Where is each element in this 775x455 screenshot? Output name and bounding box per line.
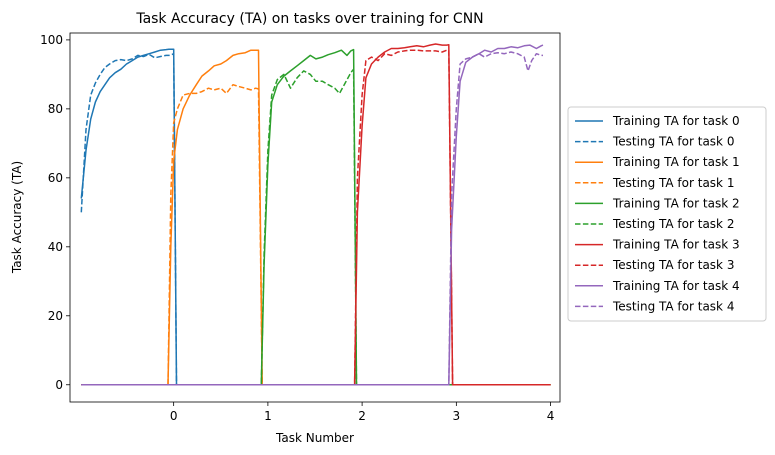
x-axis-label: Task Number xyxy=(275,431,354,445)
series-line-7 xyxy=(81,49,551,386)
legend-label: Testing TA for task 4 xyxy=(612,299,734,313)
y-tick-label: 100 xyxy=(40,33,63,47)
chart-title: Task Accuracy (TA) on tasks over trainin… xyxy=(135,11,483,27)
series-layer xyxy=(80,43,551,386)
x-tick-label: 3 xyxy=(453,409,461,423)
series-line-6 xyxy=(81,43,551,386)
legend: Training TA for task 0 Testing TA for tas… xyxy=(567,106,767,322)
x-tick-label: 2 xyxy=(358,409,366,423)
series-line-0 xyxy=(80,48,551,386)
y-axis: 0 20 40 60 80 100 xyxy=(40,33,70,392)
y-tick-label: 60 xyxy=(48,171,63,185)
y-tick-label: 40 xyxy=(48,240,63,254)
y-axis-label: Task Accuracy (TA) xyxy=(10,161,24,274)
legend-label: Testing TA for task 2 xyxy=(612,217,734,231)
y-tick-label: 0 xyxy=(55,378,63,392)
legend-label: Testing TA for task 1 xyxy=(612,176,734,190)
y-tick-label: 20 xyxy=(48,309,63,323)
series-line-9 xyxy=(81,51,543,386)
legend-label: Training TA for task 3 xyxy=(612,238,740,252)
legend-label: Testing TA for task 3 xyxy=(612,258,734,272)
series-line-1 xyxy=(80,52,551,386)
x-tick-label: 0 xyxy=(170,409,178,423)
legend-label: Training TA for task 1 xyxy=(612,155,740,169)
legend-label: Training TA for task 2 xyxy=(612,196,740,210)
series-line-3 xyxy=(81,83,551,386)
legend-label: Testing TA for task 0 xyxy=(612,135,734,149)
legend-box xyxy=(567,106,767,322)
legend-label: Training TA for task 4 xyxy=(612,279,740,293)
series-line-4 xyxy=(81,48,551,386)
x-tick-label: 4 xyxy=(547,409,555,423)
x-tick-label: 1 xyxy=(264,409,272,423)
series-line-8 xyxy=(81,44,544,386)
x-axis: 0 1 2 3 4 xyxy=(170,402,555,423)
series-line-2 xyxy=(81,49,551,386)
plot-frame xyxy=(69,32,561,403)
y-tick-label: 80 xyxy=(48,102,63,116)
series-line-5 xyxy=(81,68,551,386)
legend-label: Training TA for task 0 xyxy=(612,114,740,128)
